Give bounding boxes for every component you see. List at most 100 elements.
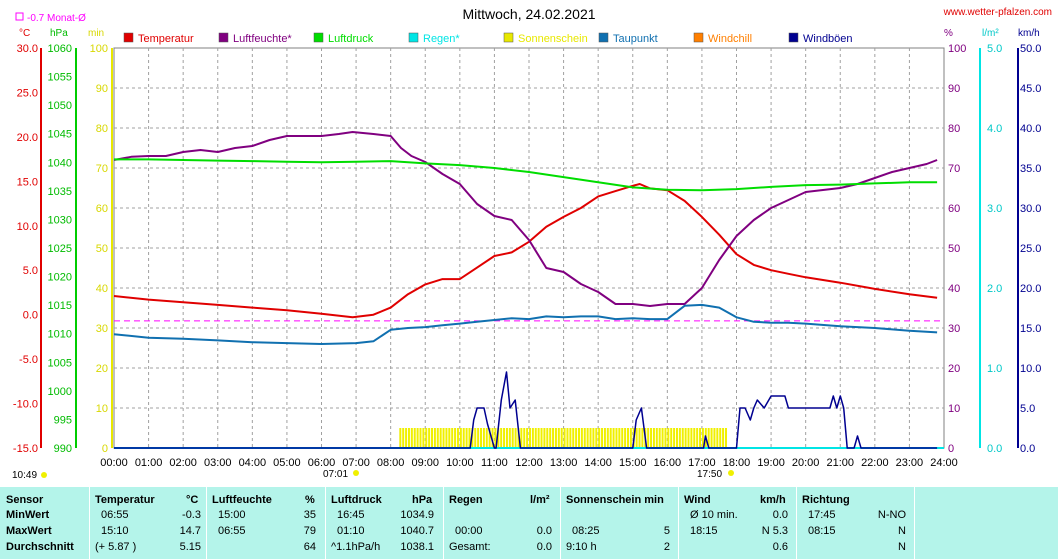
sunshine-bar bbox=[520, 428, 523, 448]
sunshine-bar bbox=[586, 428, 589, 448]
y-tick-label: 10.0 bbox=[17, 221, 38, 233]
dir-value: N-NO bbox=[877, 509, 906, 521]
sunshine-bar bbox=[615, 428, 618, 448]
y-tick-label: 35.0 bbox=[1020, 163, 1041, 175]
legend-label: Windböen bbox=[803, 33, 853, 45]
y-tick-label: 1040 bbox=[48, 157, 72, 169]
y-tick-label: 10 bbox=[948, 403, 960, 415]
wind-value: N 5.3 bbox=[761, 525, 788, 537]
sunshine-bar bbox=[690, 428, 693, 448]
site-link[interactable]: www.wetter-pfalzen.com bbox=[943, 7, 1052, 18]
legend-swatch bbox=[693, 32, 704, 43]
sunshine-bar bbox=[459, 428, 462, 448]
legend-swatch bbox=[218, 32, 229, 43]
temp-time: 06:55 bbox=[101, 509, 129, 521]
y-tick-label: -10.0 bbox=[13, 399, 38, 411]
y-tick-label: 0 bbox=[948, 443, 954, 455]
sunshine-bar bbox=[699, 428, 702, 448]
x-tick-label: 02:00 bbox=[169, 457, 197, 469]
sunshine-bar bbox=[431, 428, 434, 448]
x-tick-label: 00:00 bbox=[100, 457, 128, 469]
sunshine-bar bbox=[407, 428, 410, 448]
x-tick-label: 19:00 bbox=[757, 457, 785, 469]
y-tick-label: 30 bbox=[948, 323, 960, 335]
sunshine-bar bbox=[419, 428, 422, 448]
sunshine-bar bbox=[523, 428, 526, 448]
rain-value: 0.0 bbox=[536, 525, 552, 537]
sunshine-bar bbox=[549, 428, 552, 448]
sunshine-bar bbox=[552, 428, 555, 448]
header-wind: Wind bbox=[684, 494, 711, 506]
sunshine-bar bbox=[710, 428, 713, 448]
legend-label: Luftfeuchte* bbox=[233, 33, 292, 45]
y-tick-label: 30 bbox=[96, 323, 108, 335]
sun-value: 5 bbox=[663, 525, 670, 537]
y-tick-label: 50 bbox=[96, 243, 108, 255]
sunshine-bar bbox=[482, 428, 485, 448]
sunshine-bar bbox=[480, 428, 483, 448]
y-tick-label: 10.0 bbox=[1020, 363, 1041, 375]
sunshine-bar bbox=[500, 428, 503, 448]
y-tick-label: 995 bbox=[54, 414, 72, 426]
monthly-avg-label: -0.7 Monat-Ø bbox=[27, 13, 86, 24]
y-tick-label: 90 bbox=[96, 83, 108, 95]
x-tick-label: 24:00 bbox=[930, 457, 958, 469]
wind-value: 0.0 bbox=[772, 509, 788, 521]
legend: Temperatur Luftfeuchte* Luftdruck Regen* Son… bbox=[123, 32, 853, 45]
y-tick-label: 1055 bbox=[48, 72, 72, 84]
sunshine-bar bbox=[413, 428, 416, 448]
sunshine-bar bbox=[612, 428, 615, 448]
x-tick-label: 22:00 bbox=[861, 457, 889, 469]
dir-value: N bbox=[898, 525, 906, 537]
wind-value: 0.6 bbox=[772, 541, 788, 553]
divider bbox=[325, 487, 326, 559]
sunshine-bar bbox=[606, 428, 609, 448]
x-axis-labels: 00:00 01:00 02:00 03:00 04:00 05:00 06:00 07:00… bbox=[100, 457, 958, 469]
header-temp-unit: °C bbox=[186, 494, 199, 506]
sunshine-bar bbox=[569, 428, 572, 448]
sunrise-icon bbox=[353, 470, 359, 476]
sunshine-bar bbox=[696, 428, 699, 448]
legend-swatch bbox=[598, 32, 609, 43]
y-tick-label: 60 bbox=[96, 203, 108, 215]
sunshine-bar bbox=[595, 428, 598, 448]
divider bbox=[678, 487, 679, 559]
sunshine-bar bbox=[673, 428, 676, 448]
y-tick-label: 20.0 bbox=[17, 132, 38, 144]
sunshine-bar bbox=[621, 428, 624, 448]
sunshine-bar bbox=[670, 428, 673, 448]
sunshine-bar bbox=[399, 428, 402, 448]
sunshine-bar bbox=[667, 428, 670, 448]
sunshine-bar bbox=[724, 428, 727, 448]
x-tick-label: 17:00 bbox=[688, 457, 716, 469]
sun-time: 08:25 bbox=[572, 525, 600, 537]
y-tick-label: 100 bbox=[90, 43, 108, 55]
legend-label: Taupunkt bbox=[613, 33, 658, 45]
y-tick-label: 1010 bbox=[48, 329, 72, 341]
y-tick-label: 1035 bbox=[48, 186, 72, 198]
y-tick-label: 1.0 bbox=[987, 363, 1002, 375]
sunshine-bar bbox=[664, 428, 667, 448]
unit-wind: km/h bbox=[1018, 28, 1040, 39]
x-tick-label: 14:00 bbox=[584, 457, 612, 469]
y-tick-label: 20.0 bbox=[1020, 283, 1041, 295]
x-tick-label: 05:00 bbox=[273, 457, 301, 469]
sunshine-bar bbox=[497, 428, 500, 448]
y-tick-label: 50.0 bbox=[1020, 43, 1041, 55]
sunshine-bar bbox=[488, 428, 491, 448]
series-line-taupunkt bbox=[113, 303, 938, 345]
y-tick-label: 0.0 bbox=[1020, 443, 1035, 455]
sunshine-bar bbox=[560, 428, 563, 448]
row-label: MinWert bbox=[6, 509, 50, 521]
legend-label: Sonnenschein bbox=[518, 33, 588, 45]
sunshine-bar bbox=[592, 428, 595, 448]
sunshine-bar bbox=[658, 428, 661, 448]
sunshine-bar bbox=[451, 428, 454, 448]
x-tick-label: 09:00 bbox=[411, 457, 439, 469]
y-tick-label: 0 bbox=[102, 443, 108, 455]
y-tick-label: 3.0 bbox=[987, 203, 1002, 215]
sunshine-bar bbox=[693, 428, 696, 448]
temp-value: -0.3 bbox=[182, 509, 201, 521]
sunshine-bar bbox=[681, 428, 684, 448]
sunshine-bar bbox=[661, 428, 664, 448]
